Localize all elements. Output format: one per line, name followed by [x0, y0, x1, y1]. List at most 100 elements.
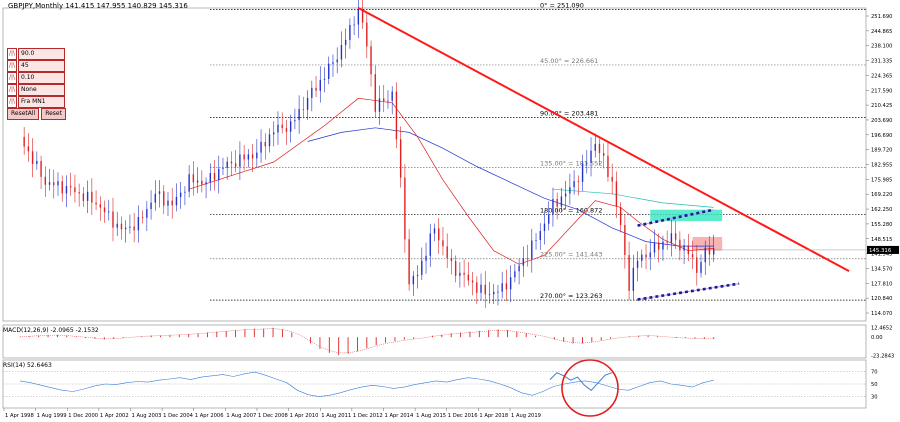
- price-candle-body: [184, 191, 186, 193]
- y-tick-label: 127.810: [871, 281, 892, 287]
- x-tick-label: 1 Apr 2006: [195, 413, 224, 419]
- price-candle-body: [226, 161, 228, 168]
- price-candle-body: [586, 162, 588, 164]
- price-candle-body: [374, 74, 376, 112]
- price-candle-body: [611, 176, 613, 182]
- price-candle-body: [141, 217, 144, 218]
- price-candle-body: [467, 274, 470, 281]
- control-2-input[interactable]: 45: [18, 59, 65, 72]
- gann-level-label: 45.00° = 226.661: [540, 57, 598, 65]
- price-candle-body: [539, 231, 541, 240]
- price-candle-body: [230, 161, 233, 164]
- price-candle-body: [277, 124, 279, 133]
- reset-all-button[interactable]: ResetAll: [7, 108, 40, 120]
- reset-button[interactable]: Reset: [41, 108, 66, 120]
- price-candle-body: [36, 160, 38, 164]
- x-tick-label: 1 Dec 2008: [258, 413, 288, 419]
- price-candle-body: [480, 284, 482, 293]
- price-candle-body: [281, 124, 283, 129]
- trendline-channel-upper: [637, 208, 714, 227]
- price-candle-body: [31, 151, 34, 164]
- price-candle-body: [505, 283, 508, 290]
- sma-red-line: [188, 97, 714, 265]
- price-candle-body: [188, 174, 190, 192]
- price-candle-body: [421, 260, 423, 275]
- control-1-toggle-button[interactable]: /|\: [7, 47, 17, 60]
- control-4-toggle-button[interactable]: /|\: [7, 83, 17, 96]
- price-candle-body: [679, 239, 681, 251]
- price-candle-body: [463, 272, 465, 275]
- control-3-toggle-button[interactable]: /|\: [7, 71, 17, 84]
- y-tick-label: 120.840: [871, 296, 892, 302]
- price-candle-body: [543, 223, 546, 232]
- price-candle-body: [488, 294, 491, 296]
- price-candle-body: [357, 9, 360, 25]
- control-row-4: /|\ None: [7, 83, 65, 96]
- control-3-input[interactable]: 0.10: [18, 71, 65, 84]
- trendline-channel-lower-accent: [637, 283, 740, 301]
- price-candle-body: [353, 24, 355, 26]
- price-candle-body: [209, 173, 211, 183]
- price-candle-body: [636, 260, 639, 268]
- price-candle-body: [150, 202, 152, 209]
- price-candle-body: [632, 267, 635, 291]
- control-row-3: /|\ 0.10: [7, 71, 65, 84]
- price-candle-body: [302, 109, 305, 110]
- macd-y-tick-label: -23.2843: [871, 353, 894, 359]
- price-candle-body: [137, 217, 140, 231]
- price-candle-body: [433, 228, 436, 234]
- price-candle-body: [598, 143, 601, 154]
- price-candle-body: [53, 182, 55, 186]
- price-candle-body: [163, 191, 165, 206]
- macd-y-tick-label: 12.4652: [871, 325, 892, 331]
- price-candle-body: [289, 121, 292, 132]
- price-candle-body: [552, 198, 554, 215]
- price-candle-body: [564, 193, 567, 197]
- control-5-input[interactable]: Fra MN1: [18, 95, 65, 108]
- price-candle-body: [548, 214, 550, 224]
- price-candle-body: [315, 87, 317, 91]
- price-candle-body: [273, 132, 275, 135]
- gann-level-label: 180.00° = 160.872: [540, 207, 602, 215]
- price-candle-body: [704, 247, 706, 263]
- price-candle-body: [129, 226, 131, 228]
- price-candle-body: [260, 141, 262, 153]
- y-tick-label: 224.365: [871, 73, 892, 79]
- control-row-5: /|\ Fra MN1: [7, 95, 65, 108]
- control-2-toggle-button[interactable]: /|\: [7, 59, 17, 72]
- gann-level-label: 135.00° = 181.552: [540, 160, 602, 168]
- x-tick-label: 1 Aug 2019: [511, 413, 541, 419]
- x-tick-label: 1 Aug 1999: [37, 413, 67, 419]
- price-candle-body: [99, 204, 101, 208]
- control-5-toggle-button[interactable]: /|\: [7, 95, 17, 108]
- price-candle-body: [526, 258, 529, 260]
- y-tick-label: 182.955: [871, 163, 892, 169]
- price-candle-body: [251, 154, 254, 159]
- price-candle-body: [171, 200, 173, 206]
- control-4-input[interactable]: None: [18, 83, 65, 96]
- control-1-input[interactable]: 90.0: [18, 47, 65, 60]
- price-candle-body: [179, 192, 182, 197]
- price-candle-body: [518, 265, 520, 272]
- gann-level-label: 0° = 251.090: [540, 1, 584, 9]
- price-candle-body: [450, 258, 453, 262]
- price-candle-body: [311, 87, 313, 98]
- macd-y-tick-label: 0.00: [871, 335, 883, 341]
- price-candle-body: [383, 98, 385, 102]
- price-candle-body: [666, 241, 668, 243]
- price-candle-body: [158, 191, 161, 194]
- price-candle-body: [577, 181, 580, 182]
- price-candle-body: [615, 181, 618, 207]
- y-tick-label: 251.690: [871, 14, 892, 20]
- sma-teal-line: [552, 188, 714, 208]
- price-candle-body: [590, 150, 592, 163]
- price-candle-body: [319, 79, 321, 91]
- price-candle-body: [696, 257, 698, 273]
- price-candle-body: [234, 163, 237, 167]
- x-tick-label: 1 Apr 2018: [479, 413, 508, 419]
- price-candle-body: [459, 272, 461, 276]
- x-tick-label: 1 Aug 2011: [321, 413, 351, 419]
- red-zone: [692, 237, 723, 251]
- trendline-resistance: [357, 7, 850, 273]
- price-candle-body: [471, 280, 474, 283]
